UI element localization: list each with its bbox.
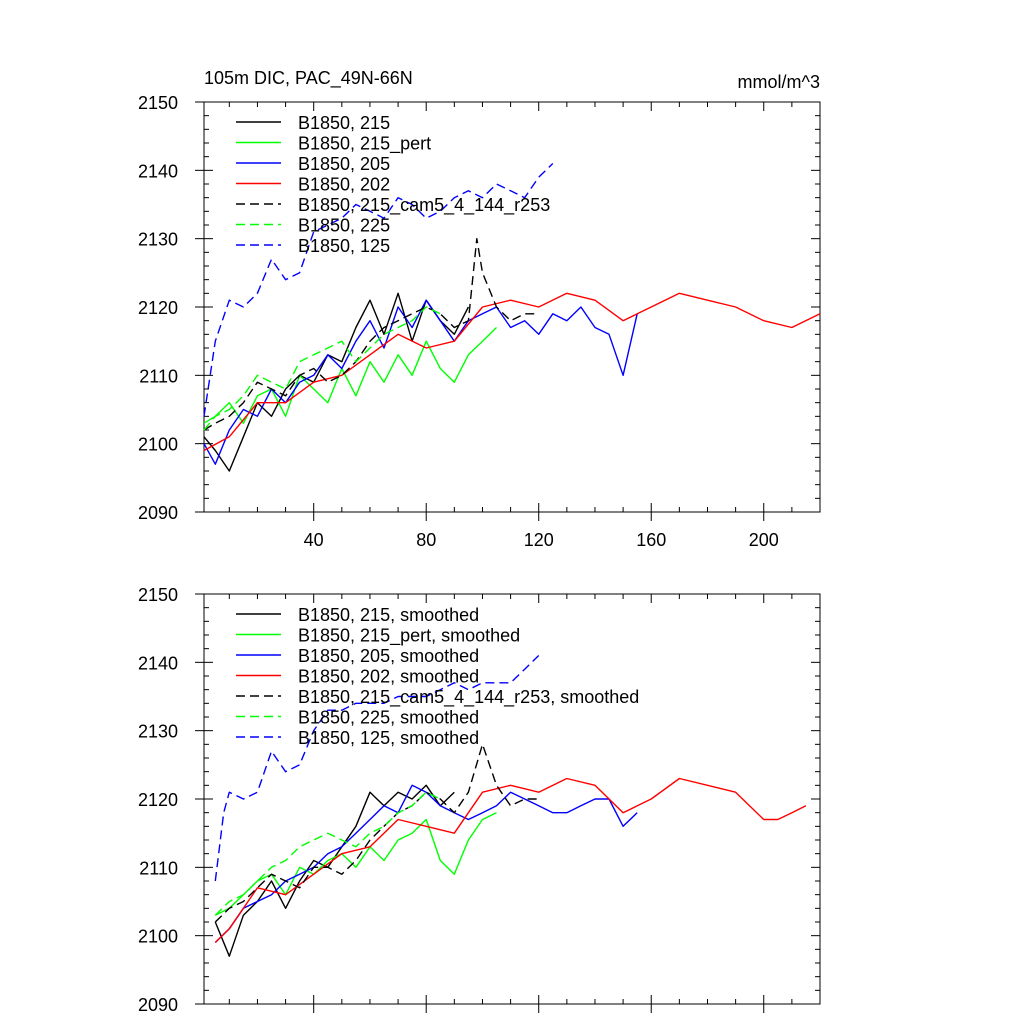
series-line-3: [203, 292, 821, 452]
series-line-5: [214, 791, 441, 916]
plot-frame: [203, 593, 821, 1005]
bottom-panel: 2090 2100 2110 2120 2130 2140 2150 B1850, 215,…: [138, 585, 821, 1015]
legend-label-3: B1850, 202: [298, 175, 390, 195]
series-line-4: [203, 237, 539, 431]
y-tick-label: 2140: [138, 653, 178, 673]
y-tick-label: 2110: [139, 858, 178, 878]
series-line-4: [214, 743, 539, 923]
units-label: mmol/m^3: [738, 72, 820, 92]
legend-label-1: B1850, 215_pert, smoothed: [298, 626, 520, 647]
top-panel: 105m DIC, PAC_49N-66N mmol/m^3 209021002…: [138, 68, 821, 550]
series-line-0: [203, 292, 470, 472]
series-lines: [214, 654, 807, 957]
series-line-2: [214, 784, 638, 944]
series-line-1: [214, 812, 497, 916]
series-line-3: [214, 777, 807, 944]
x-tick-label: 40: [304, 530, 324, 550]
series-line-6: [203, 162, 554, 417]
y-ticks: 2090 2100 2110 2120 2130 2140 2150: [138, 93, 820, 523]
legend-label-0: B1850, 215: [298, 113, 390, 133]
y-tick-label: 2090: [138, 503, 178, 523]
y-tick-label: 2130: [138, 230, 178, 250]
series-line-2: [203, 299, 638, 465]
y-tick-label: 2130: [138, 722, 178, 742]
y-tick-label: 2100: [138, 927, 178, 947]
plot-frame: [203, 101, 821, 513]
y-tick-label: 2090: [138, 995, 178, 1015]
y-tick-label: 2150: [138, 585, 178, 605]
x-ticks: [228, 594, 793, 1013]
x-tick-label: 160: [636, 530, 666, 550]
legend-label-2: B1850, 205: [298, 154, 390, 174]
series-line-1: [203, 326, 497, 424]
legend-label-1: B1850, 215_pert: [298, 134, 431, 155]
legend-label-3: B1850, 202, smoothed: [298, 667, 479, 687]
x-tick-label: 120: [524, 530, 554, 550]
x-ticks: 40 80 120 160 200: [228, 102, 793, 550]
chart-title: 105m DIC, PAC_49N-66N: [204, 68, 413, 89]
y-tick-label: 2140: [138, 161, 178, 181]
series-line-5: [203, 306, 441, 431]
y-ticks: 2090 2100 2110 2120 2130 2140 2150: [138, 585, 820, 1015]
y-tick-label: 2100: [138, 435, 178, 455]
y-tick-label: 2120: [138, 790, 178, 810]
x-tick-label: 80: [416, 530, 436, 550]
legend-label-6: B1850, 125, smoothed: [298, 728, 479, 748]
legend-label-4: B1850, 215_cam5_4_144_r253, smoothed: [298, 687, 639, 708]
legend-label-5: B1850, 225, smoothed: [298, 708, 479, 728]
x-tick-label: 200: [749, 530, 779, 550]
y-tick-label: 2150: [138, 93, 178, 113]
series-line-6: [214, 654, 540, 882]
y-tick-label: 2120: [138, 298, 178, 318]
series-lines: [203, 162, 821, 472]
y-tick-label: 2110: [139, 366, 178, 386]
legend-label-5: B1850, 225: [298, 216, 390, 236]
legend-label-6: B1850, 125: [298, 236, 390, 256]
legend-label-4: B1850, 215_cam5_4_144_r253: [298, 195, 550, 216]
legend-label-0: B1850, 215, smoothed: [298, 605, 479, 625]
series-line-0: [214, 784, 455, 957]
legend-label-2: B1850, 205, smoothed: [298, 646, 479, 666]
